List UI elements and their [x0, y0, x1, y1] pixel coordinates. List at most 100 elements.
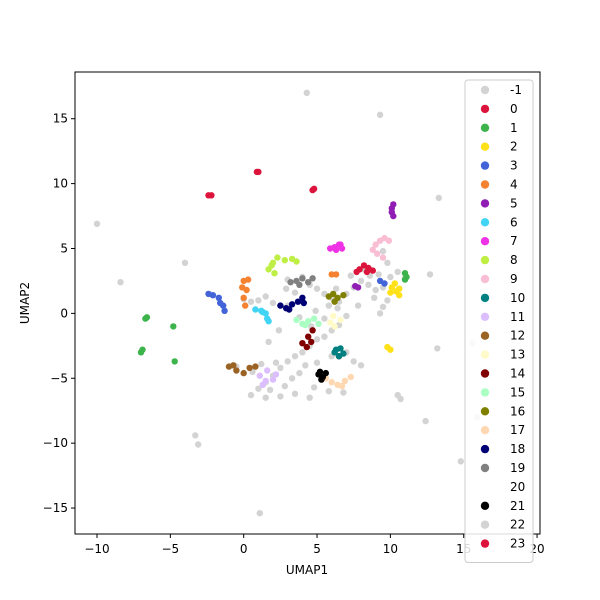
- x-tick-label: −5: [161, 542, 179, 556]
- data-point-cluster-19: [309, 275, 316, 282]
- data-point-cluster-16: [331, 298, 338, 305]
- data-point-cluster-18: [288, 301, 296, 308]
- data-point-cluster-18: [286, 306, 293, 313]
- legend-marker--1: [480, 85, 490, 95]
- data-point-cluster--1: [195, 441, 202, 448]
- legend-label-21: 21: [510, 499, 525, 513]
- data-point-cluster-17: [341, 377, 349, 385]
- legend-label-11: 11: [510, 310, 525, 324]
- data-point-cluster--1: [265, 338, 272, 346]
- legend-label--1: -1: [510, 83, 522, 97]
- data-point-cluster-7: [337, 241, 344, 248]
- legend-label-18: 18: [510, 442, 525, 456]
- legend-marker-14: [480, 369, 490, 378]
- data-point-cluster-12: [246, 364, 253, 372]
- x-tick-label: 5: [313, 542, 321, 556]
- x-tick-label: −10: [84, 542, 109, 556]
- data-point-cluster--1: [376, 310, 384, 317]
- data-point-cluster--1: [313, 359, 321, 366]
- data-point-cluster--1: [296, 369, 303, 377]
- data-point-cluster--1: [321, 315, 328, 322]
- data-point-cluster-12: [240, 369, 247, 377]
- data-point-cluster--1: [258, 360, 265, 368]
- data-point-cluster--1: [347, 272, 354, 279]
- data-point-cluster-2: [396, 285, 403, 292]
- legend-marker-9: [480, 274, 490, 284]
- y-tick-label: 5: [60, 241, 68, 255]
- data-point-cluster-9: [372, 241, 379, 248]
- data-point-cluster--1: [384, 259, 391, 266]
- legend-label-19: 19: [510, 461, 525, 475]
- data-point-cluster-9: [379, 254, 387, 261]
- data-point-cluster--1: [284, 358, 291, 365]
- y-tick-label: −10: [43, 436, 68, 450]
- legend-marker-17: [480, 426, 490, 435]
- data-point-cluster-11: [272, 371, 280, 378]
- data-point-cluster--1: [277, 393, 284, 400]
- y-tick-label: 0: [60, 306, 68, 320]
- legend-label-5: 5: [510, 196, 518, 210]
- legend-marker-4: [480, 180, 490, 189]
- data-point-cluster--1: [291, 353, 299, 360]
- data-point-cluster-0: [369, 267, 376, 274]
- data-point-cluster-1: [170, 323, 177, 330]
- data-point-cluster-3: [381, 280, 388, 287]
- x-tick-label: 0: [240, 542, 248, 556]
- data-point-cluster--1: [313, 336, 321, 343]
- data-point-cluster-13: [331, 323, 338, 330]
- legend-label-7: 7: [510, 234, 518, 248]
- data-point-cluster-0: [353, 268, 360, 276]
- data-point-cluster-5: [390, 212, 397, 220]
- data-point-cluster-18: [294, 298, 302, 305]
- data-point-cluster-0: [310, 185, 318, 192]
- legend-marker-6: [480, 218, 490, 227]
- data-point-cluster--1: [117, 279, 124, 286]
- data-point-cluster-8: [281, 257, 288, 264]
- data-point-cluster-10: [340, 350, 347, 357]
- data-point-cluster-11: [259, 381, 266, 388]
- data-point-cluster-0: [255, 168, 262, 176]
- data-point-cluster--1: [435, 194, 442, 202]
- data-point-cluster-0: [208, 192, 215, 199]
- legend-marker-16: [480, 407, 490, 416]
- data-point-cluster--1: [281, 382, 288, 390]
- data-point-cluster-5: [354, 284, 362, 291]
- data-point-cluster-4: [328, 271, 335, 278]
- data-point-cluster-0: [363, 268, 371, 276]
- data-point-cluster--1: [299, 349, 306, 356]
- legend-label-17: 17: [510, 423, 525, 437]
- data-point-cluster--1: [303, 89, 310, 97]
- data-point-cluster-12: [233, 367, 240, 374]
- data-point-cluster-17: [338, 382, 346, 390]
- data-point-cluster--1: [291, 289, 299, 296]
- data-point-cluster-15: [310, 315, 318, 322]
- data-point-cluster--1: [272, 359, 280, 366]
- data-point-cluster--1: [387, 273, 394, 281]
- legend-marker-1: [480, 123, 490, 132]
- data-point-cluster-8: [274, 254, 281, 261]
- data-point-cluster-14: [299, 340, 306, 347]
- legend-marker-2: [480, 142, 490, 151]
- data-point-cluster-15: [315, 320, 322, 327]
- data-point-cluster--1: [93, 220, 101, 227]
- data-point-cluster-2: [387, 346, 394, 353]
- legend-label-8: 8: [510, 253, 518, 267]
- data-point-cluster-17: [328, 379, 335, 386]
- data-point-cluster--1: [426, 271, 434, 278]
- data-point-cluster-5: [388, 205, 395, 212]
- data-point-cluster--1: [269, 299, 277, 307]
- data-point-cluster-3: [221, 307, 228, 314]
- legend-label-20: 20: [510, 480, 525, 494]
- legend-marker-12: [480, 331, 490, 340]
- data-point-cluster-12: [252, 363, 259, 370]
- y-tick-label: 10: [53, 177, 68, 191]
- data-point-cluster-4: [240, 294, 247, 301]
- data-point-cluster--1: [354, 302, 362, 309]
- data-point-cluster-19: [305, 279, 312, 286]
- data-point-cluster--1: [302, 362, 309, 369]
- data-point-cluster-19: [299, 275, 306, 282]
- legend-label-23: 23: [510, 537, 525, 551]
- legend-marker-7: [480, 237, 490, 246]
- data-point-cluster-8: [268, 262, 275, 269]
- data-point-cluster-16: [340, 292, 347, 299]
